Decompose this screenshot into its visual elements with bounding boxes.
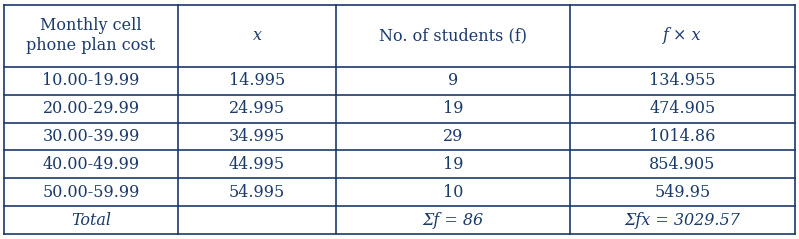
Text: Monthly cell
phone plan cost: Monthly cell phone plan cost (26, 17, 156, 54)
Text: f × x: f × x (663, 27, 702, 44)
Text: 30.00-39.99: 30.00-39.99 (42, 128, 140, 145)
Text: x: x (252, 27, 261, 44)
Text: 29: 29 (443, 128, 463, 145)
Text: 9: 9 (447, 72, 458, 89)
Text: 24.995: 24.995 (229, 100, 285, 117)
Text: 44.995: 44.995 (229, 156, 285, 173)
Text: 34.995: 34.995 (229, 128, 285, 145)
Text: 474.905: 474.905 (649, 100, 715, 117)
Text: No. of students (f): No. of students (f) (379, 27, 527, 44)
Text: 40.00-49.99: 40.00-49.99 (42, 156, 140, 173)
Text: 134.955: 134.955 (649, 72, 716, 89)
Text: 19: 19 (443, 100, 463, 117)
Text: 1014.86: 1014.86 (649, 128, 715, 145)
Text: 854.905: 854.905 (649, 156, 715, 173)
Text: 20.00-29.99: 20.00-29.99 (42, 100, 140, 117)
Text: 10: 10 (443, 184, 463, 201)
Text: Σfx = 3029.57: Σfx = 3029.57 (624, 212, 740, 229)
Text: 14.995: 14.995 (229, 72, 285, 89)
Text: 54.995: 54.995 (229, 184, 285, 201)
Text: Σf = 86: Σf = 86 (423, 212, 483, 229)
Text: 50.00-59.99: 50.00-59.99 (42, 184, 140, 201)
Text: 19: 19 (443, 156, 463, 173)
Text: 10.00-19.99: 10.00-19.99 (42, 72, 140, 89)
Text: 549.95: 549.95 (654, 184, 710, 201)
Text: Total: Total (71, 212, 111, 229)
